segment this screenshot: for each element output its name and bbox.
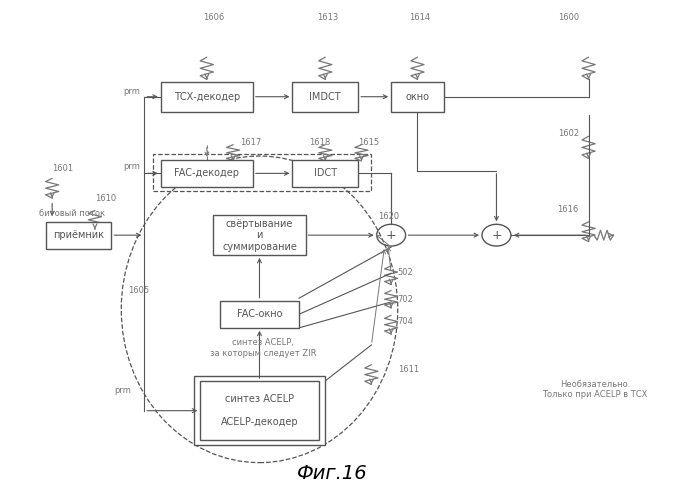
- Text: синтез ACELP

ACELP-декодер: синтез ACELP ACELP-декодер: [221, 394, 298, 428]
- Text: приёмник: приёмник: [53, 230, 104, 240]
- Text: 1616: 1616: [558, 205, 578, 214]
- Text: 1602: 1602: [558, 130, 578, 138]
- Text: 1620: 1620: [378, 212, 399, 221]
- Bar: [200, 381, 319, 440]
- Bar: [194, 376, 325, 446]
- Text: prm: prm: [123, 88, 140, 96]
- Text: FAC-окно: FAC-окно: [237, 310, 282, 320]
- Text: Необязательно.
Только при ACELP в ТСХ: Необязательно. Только при ACELP в ТСХ: [543, 380, 648, 399]
- Text: битовый поток: битовый поток: [39, 210, 105, 218]
- Text: prm: prm: [114, 386, 131, 396]
- Text: 702: 702: [398, 295, 414, 304]
- Bar: [161, 82, 253, 112]
- Text: 1615: 1615: [358, 138, 379, 146]
- Text: +: +: [491, 228, 502, 241]
- Text: +: +: [386, 228, 396, 241]
- Text: 502: 502: [398, 268, 414, 277]
- Text: синтез ACELP,
за которым следует ZIR: синтез ACELP, за которым следует ZIR: [209, 338, 316, 357]
- Text: 1605: 1605: [128, 286, 149, 295]
- Bar: [292, 82, 358, 112]
- Bar: [161, 160, 253, 187]
- Text: Фиг.16: Фиг.16: [296, 464, 367, 483]
- Bar: [292, 160, 358, 187]
- Text: ТСХ-декодер: ТСХ-декодер: [173, 92, 240, 102]
- Text: 1611: 1611: [398, 365, 419, 374]
- Text: 1606: 1606: [204, 13, 225, 22]
- Text: 1600: 1600: [558, 13, 578, 22]
- Bar: [213, 216, 306, 255]
- Bar: [46, 222, 111, 249]
- Text: 1617: 1617: [240, 138, 261, 146]
- Text: FAC-декодер: FAC-декодер: [174, 168, 240, 178]
- Text: 1610: 1610: [95, 194, 116, 202]
- Bar: [153, 154, 371, 190]
- Text: свёртывание
и
суммирование: свёртывание и суммирование: [222, 218, 297, 252]
- Text: IDCT: IDCT: [314, 168, 337, 178]
- Text: 1614: 1614: [410, 13, 431, 22]
- Text: 1601: 1601: [52, 164, 74, 173]
- Bar: [220, 300, 299, 328]
- Text: IMDCT: IMDCT: [310, 92, 341, 102]
- Text: 1618: 1618: [309, 138, 330, 146]
- Text: окно: окно: [406, 92, 429, 102]
- Bar: [391, 82, 443, 112]
- Text: 704: 704: [398, 317, 414, 326]
- Text: 1613: 1613: [317, 13, 339, 22]
- Text: prm: prm: [123, 162, 140, 172]
